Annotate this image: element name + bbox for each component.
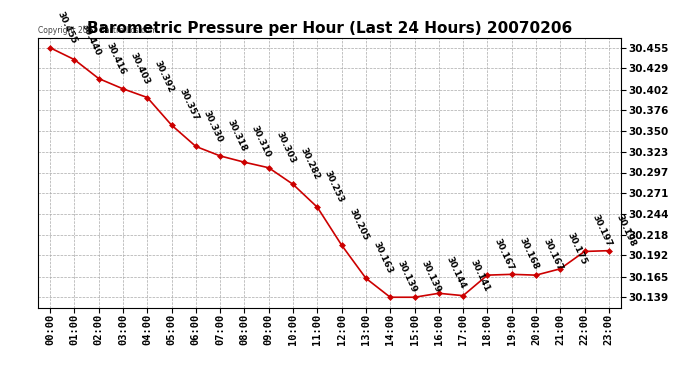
Text: 30.139: 30.139 (420, 259, 443, 294)
Text: 30.392: 30.392 (152, 60, 176, 95)
Text: 30.163: 30.163 (371, 240, 394, 276)
Text: 30.403: 30.403 (128, 51, 151, 86)
Text: 30.455: 30.455 (56, 10, 79, 45)
Text: Copyright 2007 Bartrellics.com: Copyright 2007 Bartrellics.com (38, 26, 157, 35)
Text: 30.282: 30.282 (299, 147, 322, 182)
Text: 30.197: 30.197 (590, 213, 613, 249)
Text: 30.175: 30.175 (566, 231, 589, 266)
Text: 30.198: 30.198 (614, 213, 637, 248)
Text: 30.318: 30.318 (226, 118, 248, 153)
Title: Barometric Pressure per Hour (Last 24 Hours) 20070206: Barometric Pressure per Hour (Last 24 Ho… (87, 21, 572, 36)
Text: 30.141: 30.141 (469, 258, 491, 293)
Text: 30.357: 30.357 (177, 87, 200, 122)
Text: 30.144: 30.144 (444, 255, 467, 291)
Text: 30.167: 30.167 (493, 237, 515, 272)
Text: 30.303: 30.303 (275, 130, 297, 165)
Text: 30.205: 30.205 (347, 207, 370, 242)
Text: 30.310: 30.310 (250, 124, 273, 159)
Text: 30.440: 30.440 (80, 22, 103, 57)
Text: 30.416: 30.416 (104, 40, 127, 76)
Text: 30.167: 30.167 (542, 237, 564, 272)
Text: 30.168: 30.168 (518, 237, 540, 272)
Text: 30.330: 30.330 (201, 109, 224, 144)
Text: 30.139: 30.139 (396, 259, 419, 294)
Text: 30.253: 30.253 (323, 170, 346, 204)
